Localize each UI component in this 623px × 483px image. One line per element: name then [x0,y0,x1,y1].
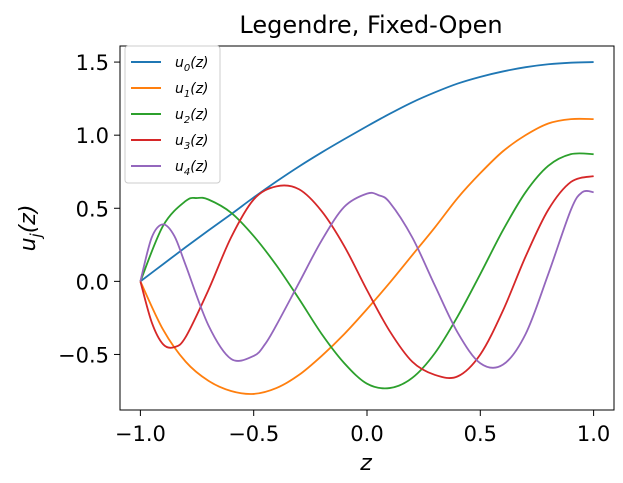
legend-label-u3: u3(z) [175,133,209,152]
x-tick-label: 0.5 [464,422,497,446]
x-tick-label: −1.0 [115,422,166,446]
legend: u0(z) u1(z) u2(z) u3(z) u4(z) [124,45,221,184]
series-line-u1 [139,117,594,395]
y-axis: −0.5 0.0 0.5 1.0 1.5 [58,51,120,367]
y-tick-label: 1.5 [76,51,109,75]
y-tick-label: 1.0 [76,124,109,148]
x-axis: −1.0 −0.5 0.0 0.5 1.0 [115,410,610,446]
y-tick-label: 0.0 [76,270,109,294]
series-layer [139,61,594,395]
series-line-u4 [139,189,594,369]
series-line-u3 [139,175,594,379]
series-line-u0 [139,61,594,283]
chart-title: Legendre, Fixed-Open [239,11,502,39]
x-tick-label: 0.0 [350,422,383,446]
x-tick-label: 1.0 [577,422,610,446]
y-axis-label: uj(z) [16,205,45,252]
y-tick-label: −0.5 [58,343,109,367]
legend-label-u4: u4(z) [175,159,209,178]
series-line-u2 [139,152,594,390]
y-tick-label: 0.5 [76,197,109,221]
legend-label-u0: u0(z) [175,55,209,74]
legend-label-u2: u2(z) [175,107,209,126]
x-tick-label: −0.5 [228,422,279,446]
x-axis-label: z [359,451,372,476]
legend-label-u1: u1(z) [175,81,209,100]
legend-box [124,45,221,184]
